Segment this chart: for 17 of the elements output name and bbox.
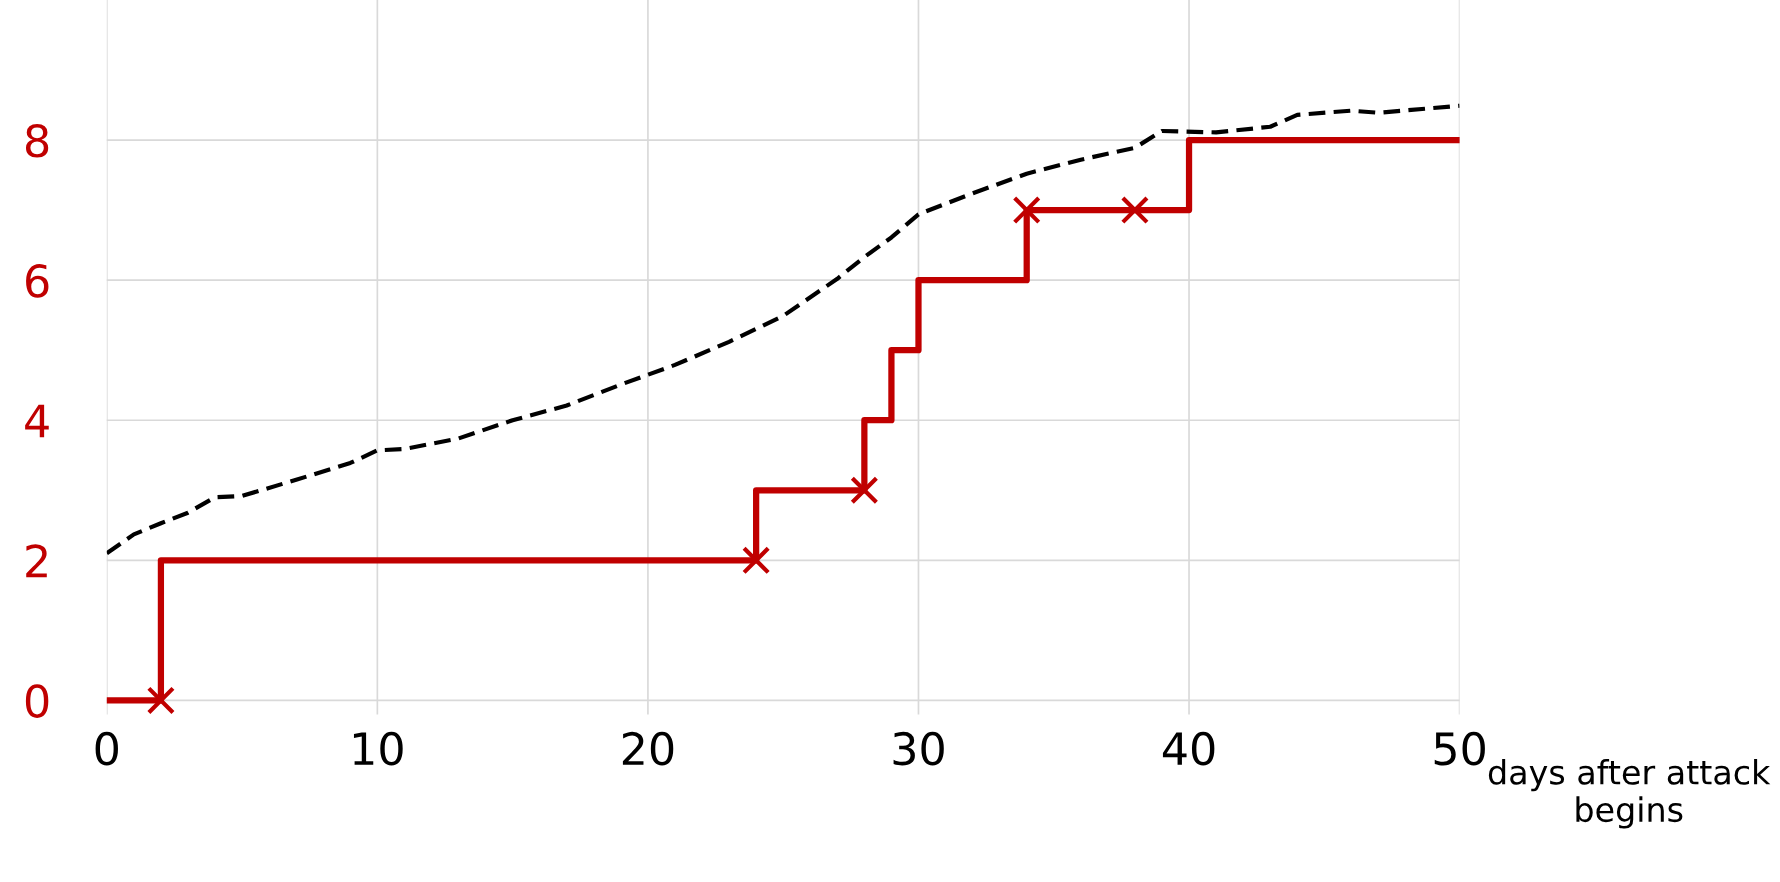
point: [742, 546, 771, 575]
point: [850, 476, 879, 505]
line-series: [106, 103, 1460, 556]
x-tick-label: 30: [893, 731, 944, 766]
y-tick-label: 6: [26, 264, 49, 298]
y-tick-label: 2: [26, 544, 47, 578]
point: [146, 686, 176, 715]
x-tick-label: 20: [622, 731, 674, 766]
y-tick-label: 0: [25, 684, 49, 718]
y-tick-label: 8: [25, 123, 49, 158]
x-axis-title: days after attack begins: [1488, 759, 1771, 829]
x-tick-label: 50: [1434, 731, 1485, 766]
x-tick-label: 0: [95, 731, 118, 766]
x-tick-label: 40: [1162, 731, 1215, 766]
point: [1120, 196, 1150, 225]
x-tick-label: 10: [353, 731, 403, 766]
y-tick-label: 4: [25, 404, 49, 438]
